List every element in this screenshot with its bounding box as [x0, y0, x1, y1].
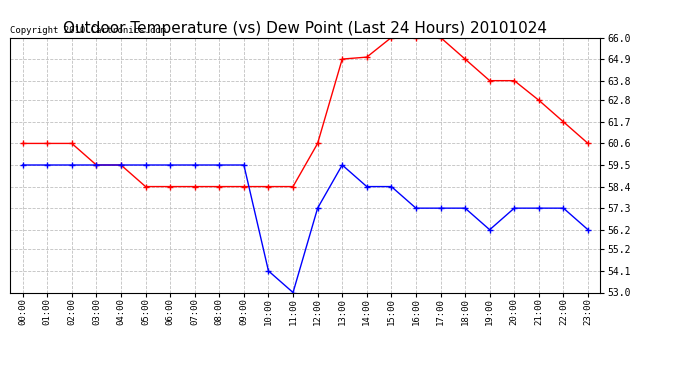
Title: Outdoor Temperature (vs) Dew Point (Last 24 Hours) 20101024: Outdoor Temperature (vs) Dew Point (Last…: [63, 21, 547, 36]
Text: Copyright 2010 Cartronics.com: Copyright 2010 Cartronics.com: [10, 26, 166, 35]
